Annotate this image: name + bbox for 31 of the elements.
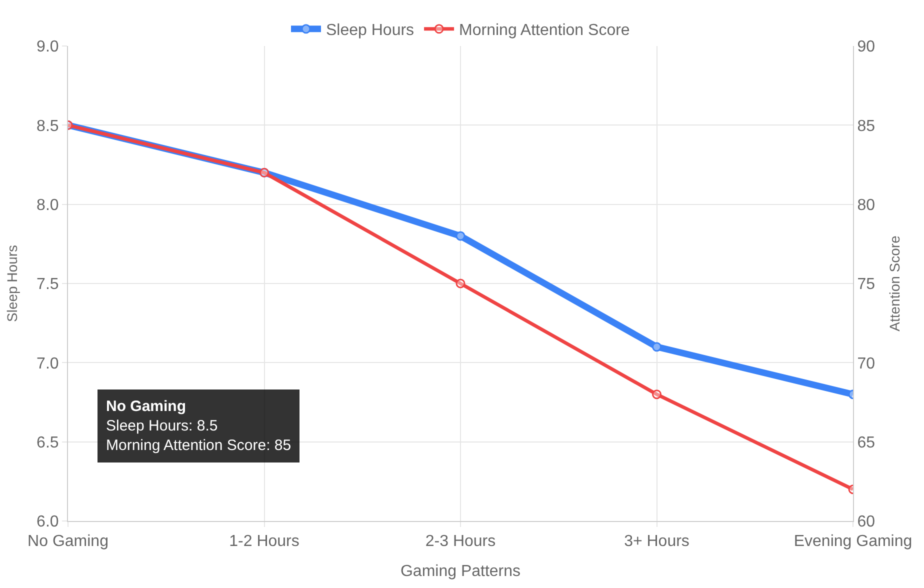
point — [652, 390, 662, 400]
y2-tick-label: 60 — [857, 514, 876, 531]
x-axis-title: Gaming Patterns — [400, 562, 521, 580]
legend-label: Morning Attention Score — [459, 22, 630, 40]
y-axis-title: Sleep Hours — [4, 244, 20, 322]
y2-tick-label: 85 — [857, 118, 876, 135]
y2-tick-label: 90 — [857, 38, 876, 56]
annotation: Morning Attention Score: 85 — [106, 437, 292, 454]
y-tick-label: 6.5 — [36, 434, 59, 452]
x-tick-label: Evening Gaming — [794, 533, 912, 550]
point — [652, 342, 662, 352]
y-tick-label: 6.0 — [36, 514, 59, 531]
y-tick-label: 7.0 — [36, 355, 59, 372]
annotation: No Gaming — [106, 398, 186, 415]
y2-axis-title: Attention Score — [886, 235, 902, 332]
point — [456, 278, 466, 288]
y-tick-label: 8.0 — [36, 196, 59, 214]
y2-tick-label: 80 — [857, 196, 876, 214]
x-tick-label: No Gaming — [28, 533, 108, 550]
y-tick-label: 8.5 — [36, 118, 59, 135]
x-tick-label: 2-3 Hours — [425, 533, 496, 550]
y2-tick-label: 65 — [857, 434, 876, 452]
y-tick-label: 9.0 — [36, 38, 59, 56]
legend-label: Sleep Hours — [326, 22, 414, 40]
y2-tick-label: 75 — [857, 276, 876, 294]
y2-tick-label: 70 — [857, 355, 876, 372]
annotation: Sleep Hours: 8.5 — [106, 418, 218, 434]
x-tick-label: 3+ Hours — [624, 533, 690, 550]
point — [456, 231, 466, 241]
x-tick-label: 1-2 Hours — [229, 533, 300, 550]
y-tick-label: 7.5 — [36, 276, 59, 294]
